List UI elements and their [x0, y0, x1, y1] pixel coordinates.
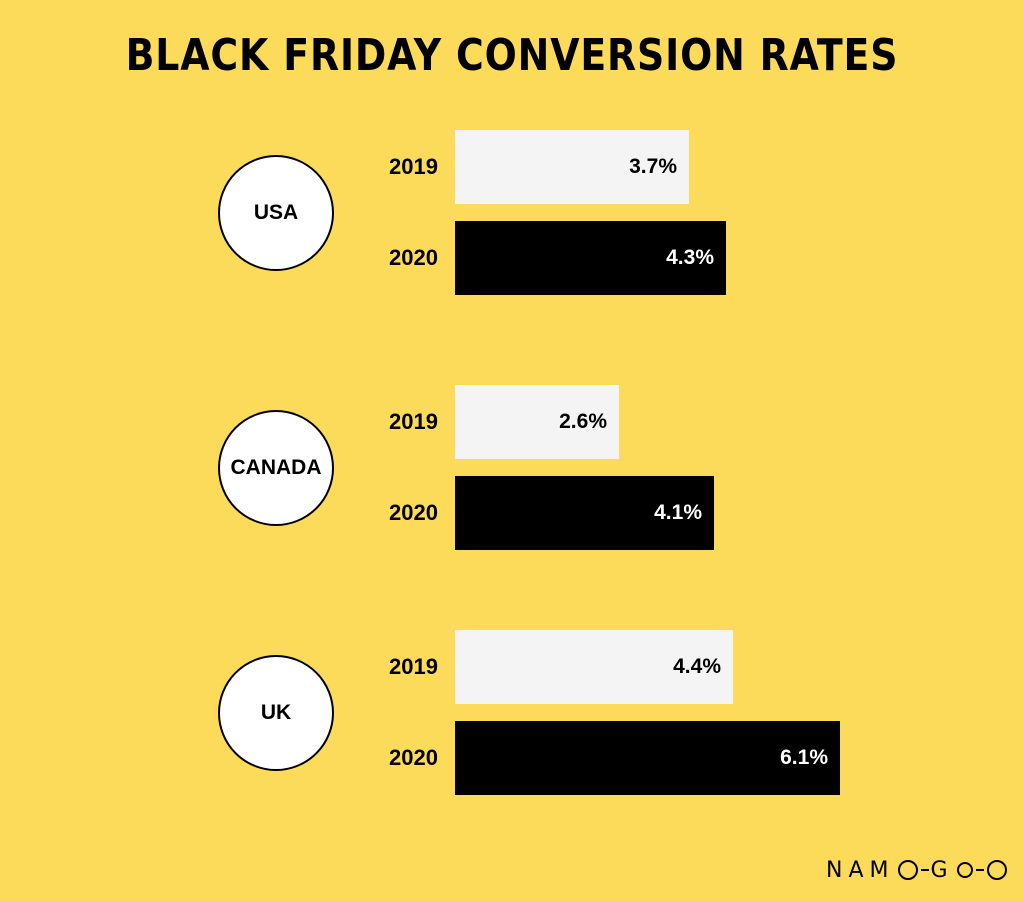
year-label-uk-2019: 2019: [389, 654, 438, 679]
year-label-usa-2019: 2019: [389, 154, 438, 179]
year-label-canada-2019: 2019: [389, 409, 438, 434]
bar-uk-2020: [455, 721, 840, 795]
bar-uk-2019: [455, 630, 733, 704]
chart-title: BLACK FRIDAY CONVERSION RATES: [125, 30, 899, 81]
bar-canada-2020: [455, 476, 714, 550]
data-label-uk-2019: 4.4%: [673, 655, 721, 678]
category-circle-canada: CANADA: [218, 409, 334, 526]
data-label-canada-2019: 2.6%: [559, 410, 607, 433]
category-circle-usa: USA: [218, 154, 334, 271]
year-label-usa-2020: 2020: [389, 245, 438, 270]
year-label-uk-2020: 2020: [389, 745, 438, 770]
data-label-canada-2020: 4.1%: [654, 501, 702, 524]
bar-usa-2020: [455, 221, 726, 295]
category-circle-uk: UK: [218, 654, 334, 771]
bar-usa-2019: [455, 130, 689, 204]
namogoo-logo: N A M G: [826, 850, 1010, 890]
data-label-uk-2020: 6.1%: [780, 746, 828, 769]
data-label-usa-2019: 3.7%: [629, 155, 677, 178]
bar-canada-2019: [455, 385, 619, 459]
data-label-usa-2020: 4.3%: [666, 246, 714, 269]
year-label-canada-2020: 2020: [389, 500, 438, 525]
